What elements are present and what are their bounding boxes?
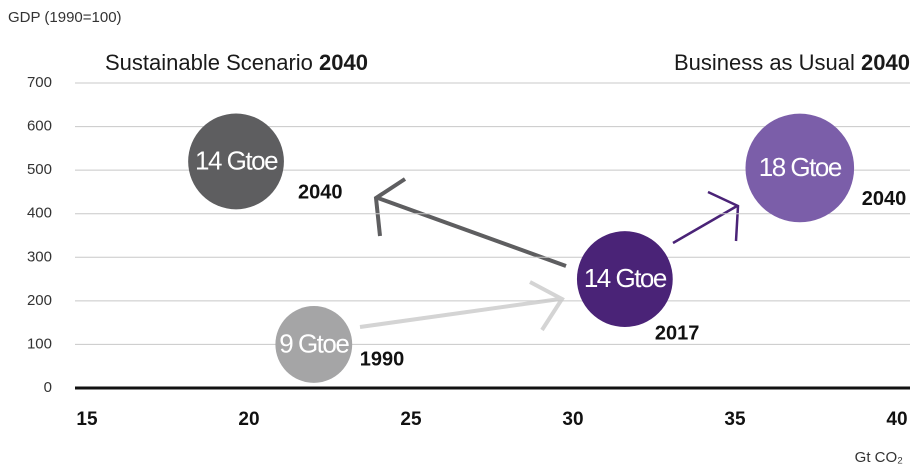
scenario-year: 2040: [319, 50, 368, 75]
x-tick-label: 35: [724, 409, 746, 430]
y-tick-label: 300: [27, 248, 52, 265]
bubble-label: 18 Gtoe: [759, 152, 842, 182]
bubble-label: 14 Gtoe: [584, 263, 667, 293]
x-tick-label: 25: [400, 409, 422, 430]
bubble: [188, 113, 284, 210]
x-tick-label: 15: [76, 409, 98, 430]
bubble: [576, 231, 673, 327]
arrow-head: [529, 280, 565, 332]
y-tick-label: 700: [27, 74, 52, 91]
year-label: 2040: [298, 182, 343, 204]
year-label: 2017: [655, 322, 700, 344]
year-label: 2040: [862, 188, 907, 210]
y-tick-label: 200: [27, 292, 52, 309]
arrow: [672, 204, 738, 245]
year-label: 1990: [360, 349, 405, 371]
x-tick-label: 20: [238, 409, 259, 430]
y-tick-label: 600: [27, 118, 52, 135]
arrow: [377, 196, 567, 268]
x-axis-label: Gt CO₂: [855, 449, 904, 466]
y-tick-label: 400: [27, 205, 52, 222]
y-tick-label: 500: [27, 161, 52, 178]
scenario-year: 2040: [861, 50, 910, 75]
scenario-name: Business as Usual: [674, 50, 855, 75]
scenario-title: Sustainable Scenario 2040: [105, 50, 368, 75]
bubble-label: 14 Gtoe: [195, 145, 278, 175]
bubble: [275, 306, 353, 383]
bubble: [745, 113, 855, 223]
scenario-title: Business as Usual 2040: [674, 50, 910, 75]
x-tick-label: 40: [886, 409, 907, 430]
scenario-name: Sustainable Scenario: [105, 50, 313, 75]
arrow-head: [707, 190, 740, 242]
y-tick-label: 0: [44, 379, 52, 396]
y-tick-label: 100: [27, 335, 52, 352]
arrow-head: [373, 177, 407, 237]
bubble-label: 9 Gtoe: [279, 328, 349, 358]
arrows: [359, 177, 740, 332]
x-tick-label: 30: [562, 409, 583, 430]
y-axis-label: GDP (1990=100): [8, 9, 122, 26]
arrow: [359, 297, 561, 329]
